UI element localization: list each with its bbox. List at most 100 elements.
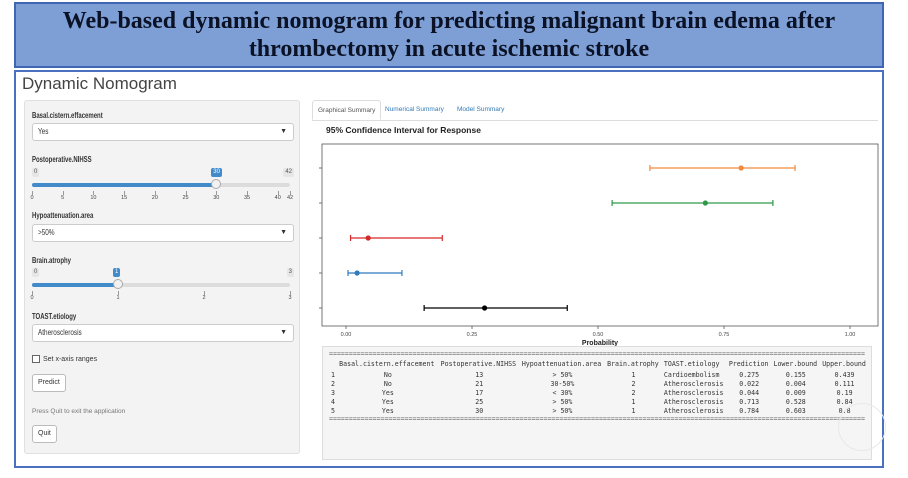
toast-etiology-value: Atherosclerosis [38,328,82,337]
quit-note: Press Quit to exit the application [32,408,126,415]
slider-tick [124,191,126,195]
slider-tick-label: 25 [182,195,189,201]
nihss-handle[interactable] [211,179,222,189]
table-row: 1 No 13 > 50% 1 Cardioembolism 0.275 0.155 0.439 [329,371,869,380]
table-cell: > 50% [552,407,573,415]
ci-point-1 [423,305,568,311]
table-cell: Atherosclerosis [663,389,724,397]
slider-tick [62,191,64,195]
ci-point-4 [611,200,774,206]
set-axis-checkbox[interactable] [32,355,40,363]
quit-button[interactable]: Quit [32,425,57,443]
separator-top: ========================================… [329,351,865,358]
table-cell: 17 [475,389,484,397]
tab-model-summary[interactable]: Model Summary [457,106,505,113]
nihss-min-label: 0 [32,168,40,177]
set-axis-checkbox-row[interactable]: Set x-axis ranges [32,355,97,363]
col-header: Upper.bound [822,360,866,368]
slider-tick [216,191,218,195]
nihss-fill [32,183,217,187]
sidebar-panel [24,100,300,454]
tab-graphical-summary[interactable]: Graphical Summary [312,100,382,120]
table-row: 3 Yes 17 < 30% 2 Atherosclerosis 0.044 0.009 0.1… [329,389,869,398]
slider-tick-label: 20 [151,195,158,201]
table-row: 2 No 21 30-50% 2 Atherosclerosis 0.022 0.004 0.1… [329,380,869,389]
slider-tick-label: 10 [90,195,97,201]
chevron-down-icon: ▼ [280,329,287,336]
table-cell: 25 [475,398,484,406]
col-header: Prediction [728,360,769,368]
plot-title: 95% Confidence Interval for Response [326,125,481,135]
ci-point-3 [349,235,443,241]
slider-tick [290,291,291,295]
table-cell: 0.19 [836,389,853,397]
table-row: 5 Yes 30 > 50% 1 Atherosclerosis 0.784 0.603 0.8 [329,407,869,416]
atrophy-min-label: 0 [32,268,40,277]
table-cell: Atherosclerosis [663,380,724,388]
table-cell: < 30% [552,389,573,397]
plot-panel [321,143,879,327]
basal-cistern-select[interactable]: Yes ▼ [32,123,294,141]
table-cell: 0.044 [739,389,760,397]
table-cell: Atherosclerosis [663,407,724,415]
nihss-max-label: 42 [283,168,294,177]
x-axis-label: Probability [582,340,618,347]
ci-point-5 [649,165,796,171]
x-tick-label: 0.00 [341,332,352,338]
slider-tick-label: 0 [30,295,34,301]
slider-tick [247,191,248,195]
x-tick-label: 0.50 [593,332,604,338]
hypoattenuation-value: >50% [38,228,55,237]
atrophy-track[interactable] [32,283,290,287]
tab-bar: Graphical Summary Numerical Summary Mode… [312,100,878,121]
table-cell: 1 [331,371,335,379]
chevron-down-icon: ▼ [280,229,287,236]
tab-numerical-summary[interactable]: Numerical Summary [385,106,444,113]
slider-tick [32,291,33,295]
slider-tick [204,291,205,295]
predict-button[interactable]: Predict [32,374,66,392]
banner-title-line1: Web-based dynamic nomogram for predictin… [62,8,836,34]
table-cell: 0.004 [785,380,806,388]
ci-prediction-point [738,165,744,171]
brain-atrophy-slider[interactable]: 0 3 1 0 1 2 3 [30,268,294,304]
slider-tick [185,191,187,195]
table-cell: Atherosclerosis [663,398,724,406]
table-cell: 0.275 [739,371,760,379]
table-cell: Cardioembolism [663,371,720,379]
table-cell: 0.603 [785,407,806,415]
table-cell: 0.528 [785,398,806,406]
slider-tick-label: 5 [61,195,65,201]
atrophy-handle[interactable] [113,279,123,289]
nihss-slider[interactable]: 0 42 30 0 5 10 15 20 25 30 35 40 42 [30,168,294,204]
table-cell: 2 [631,389,636,397]
slider-tick [32,191,33,195]
atrophy-value-label: 1 [113,268,121,277]
watermark-logo [838,403,886,451]
ci-prediction-point [354,270,360,276]
toast-etiology-select[interactable]: Atherosclerosis ▼ [32,324,294,342]
slider-tick [118,291,119,295]
table-cell: 0.713 [739,398,760,406]
table-cell: 0.439 [834,371,855,379]
basal-cistern-value: Yes [38,127,49,136]
table-cell: 13 [475,371,484,379]
slider-tick [290,191,291,195]
slider-tick [154,191,156,195]
table-header-row: Basal.cistern.effacement Postoperative.N… [329,358,869,371]
nihss-label: Postoperative.NIHSS [32,155,92,164]
col-header: Brain.atrophy [607,360,659,368]
app-title: Dynamic Nomogram [22,74,177,93]
col-header: Lower.bound [773,360,818,368]
hypoattenuation-select[interactable]: >50% ▼ [32,224,294,242]
toast-etiology-label: TOAST.etiology [32,312,77,321]
ci-point-2 [347,270,403,276]
table-cell: 0.022 [739,380,760,388]
table-cell: > 50% [552,371,573,379]
table-cell: 0.84 [836,398,853,406]
table-cell: 1 [631,371,636,379]
slider-tick-label: 2 [202,295,206,301]
table-cell: Yes [381,389,394,397]
slider-tick-label: 35 [243,195,251,201]
chevron-down-icon: ▼ [280,128,287,135]
